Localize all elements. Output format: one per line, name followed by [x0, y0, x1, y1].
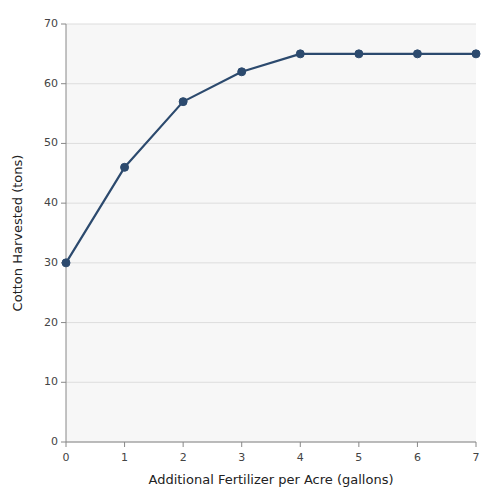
point — [472, 50, 480, 58]
line — [66, 54, 476, 263]
plot-area — [66, 24, 476, 442]
grid-line — [66, 262, 476, 263]
tick-label: 20 — [44, 316, 58, 329]
tick-label: 70 — [44, 17, 58, 30]
y-axis-line — [66, 24, 67, 442]
tick-mark — [417, 442, 418, 447]
tick-label: 7 — [473, 451, 480, 464]
tick-mark — [61, 442, 66, 443]
tick-mark — [61, 322, 66, 323]
tick-mark — [476, 442, 477, 447]
tick-label: 10 — [44, 375, 58, 388]
tick-label: 50 — [44, 136, 58, 149]
tick-label: 0 — [51, 435, 58, 448]
grid-line — [66, 83, 476, 84]
tick-mark — [61, 143, 66, 144]
x-axis-label: Additional Fertilizer per Acre (gallons) — [148, 472, 393, 487]
point — [296, 50, 304, 58]
point — [413, 50, 421, 58]
grid-line — [66, 143, 476, 144]
grid-line — [66, 203, 476, 204]
tick-mark — [66, 442, 67, 447]
data-group — [62, 50, 480, 267]
chart-svg: 0 10 20 30 40 50 60 70 0 1 2 3 4 5 6 7 Additional Fertil… — [0, 0, 500, 500]
tick-label: 4 — [297, 451, 304, 464]
tick-label: 6 — [414, 451, 421, 464]
tick-mark — [61, 382, 66, 383]
tick-label: 3 — [238, 451, 245, 464]
tick-mark — [61, 24, 66, 25]
x-axis-line — [66, 442, 476, 443]
grid-line — [66, 24, 476, 25]
tick-label: 2 — [180, 451, 187, 464]
grid-line — [66, 382, 476, 383]
tick-label: 5 — [355, 451, 362, 464]
y-axis-label: Cotton Harvested (tons) — [10, 155, 25, 312]
tick-mark — [241, 442, 242, 447]
grid-line — [66, 442, 476, 443]
tick-mark — [183, 442, 184, 447]
axes: 0 10 20 30 40 50 60 70 0 1 2 3 4 5 6 7 — [44, 17, 480, 464]
tick-label: 0 — [63, 451, 70, 464]
tick-mark — [358, 442, 359, 447]
tick-mark — [124, 442, 125, 447]
tick-label: 1 — [121, 451, 128, 464]
tick-mark — [61, 203, 66, 204]
tick-label: 30 — [44, 256, 58, 269]
tick-label: 40 — [44, 196, 58, 209]
tick-mark — [61, 83, 66, 84]
point — [121, 163, 129, 171]
chart-container: 0 10 20 30 40 50 60 70 0 1 2 3 4 5 6 7 Additional Fertil… — [0, 0, 500, 500]
point — [355, 50, 363, 58]
point — [179, 98, 187, 106]
grid-line — [66, 322, 476, 323]
tick-mark — [300, 442, 301, 447]
point — [238, 68, 246, 76]
tick-label: 60 — [44, 77, 58, 90]
point — [62, 259, 70, 267]
grid — [66, 24, 476, 442]
